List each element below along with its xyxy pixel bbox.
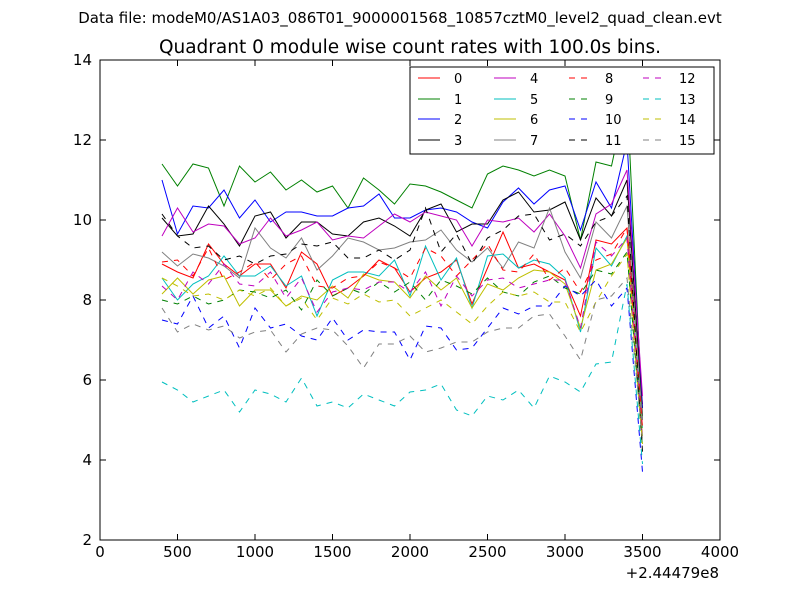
series-line-9 bbox=[161, 250, 643, 449]
x-tick-label: 2000 bbox=[391, 543, 429, 561]
data-file-label: Data file: modeM0/AS1A03_086T01_90000015… bbox=[78, 9, 722, 28]
series-line-6 bbox=[161, 236, 643, 437]
legend-label-3: 3 bbox=[454, 134, 462, 149]
axis-layer: 0 500 1000 1500 2000 2500 3000 3500 400024681012… bbox=[73, 51, 739, 561]
legend-label-11: 11 bbox=[605, 134, 622, 149]
x-tick-label: 3500 bbox=[623, 543, 661, 561]
legend-box bbox=[409, 66, 715, 155]
legend-label-9: 9 bbox=[605, 93, 613, 108]
legend-label-14: 14 bbox=[679, 113, 696, 128]
series-line-11 bbox=[161, 194, 643, 453]
x-tick-label: 4000 bbox=[701, 543, 739, 561]
legend-label-4: 4 bbox=[530, 72, 538, 87]
y-tick-label: 2 bbox=[82, 531, 92, 549]
series-line-1 bbox=[161, 93, 643, 421]
legend-label-8: 8 bbox=[605, 72, 613, 87]
chart-title: Quadrant 0 module wise count rates with … bbox=[159, 37, 661, 58]
legend-label-13: 13 bbox=[679, 93, 696, 108]
y-tick-label: 4 bbox=[82, 451, 92, 469]
y-tick-label: 8 bbox=[82, 291, 92, 309]
x-tick-label: 500 bbox=[163, 543, 192, 561]
x-tick-label: 1000 bbox=[236, 543, 274, 561]
legend-label-6: 6 bbox=[530, 113, 538, 128]
y-tick-label: 10 bbox=[73, 211, 92, 229]
series-line-3 bbox=[161, 179, 643, 417]
series-line-0 bbox=[161, 226, 643, 405]
series-line-12 bbox=[161, 236, 643, 441]
series-line-15 bbox=[161, 276, 643, 441]
x-offset-label: +2.44479e8 bbox=[626, 564, 719, 582]
series-line-5 bbox=[161, 234, 643, 429]
legend-label-1: 1 bbox=[454, 93, 462, 108]
series-layer bbox=[161, 93, 643, 473]
x-tick-label: 0 bbox=[95, 543, 105, 561]
legend-label-10: 10 bbox=[605, 113, 622, 128]
series-line-2 bbox=[161, 141, 643, 409]
y-tick-label: 6 bbox=[82, 371, 92, 389]
legend-label-12: 12 bbox=[679, 72, 696, 87]
series-line-13 bbox=[161, 283, 643, 465]
legend-label-5: 5 bbox=[530, 93, 538, 108]
legend-label-0: 0 bbox=[454, 72, 462, 87]
legend-label-7: 7 bbox=[530, 134, 538, 149]
y-tick-label: 14 bbox=[73, 51, 92, 69]
series-line-8 bbox=[161, 226, 643, 429]
y-tick-label: 12 bbox=[73, 131, 92, 149]
series-line-4 bbox=[161, 169, 643, 397]
series-line-10 bbox=[161, 279, 643, 473]
x-tick-label: 3000 bbox=[546, 543, 584, 561]
plot-frame bbox=[99, 59, 721, 541]
series-line-7 bbox=[161, 204, 643, 421]
series-line-14 bbox=[161, 252, 643, 445]
legend-label-15: 15 bbox=[679, 134, 696, 149]
x-tick-label: 2500 bbox=[468, 543, 506, 561]
x-tick-label: 1500 bbox=[313, 543, 351, 561]
legend-label-2: 2 bbox=[454, 113, 462, 128]
